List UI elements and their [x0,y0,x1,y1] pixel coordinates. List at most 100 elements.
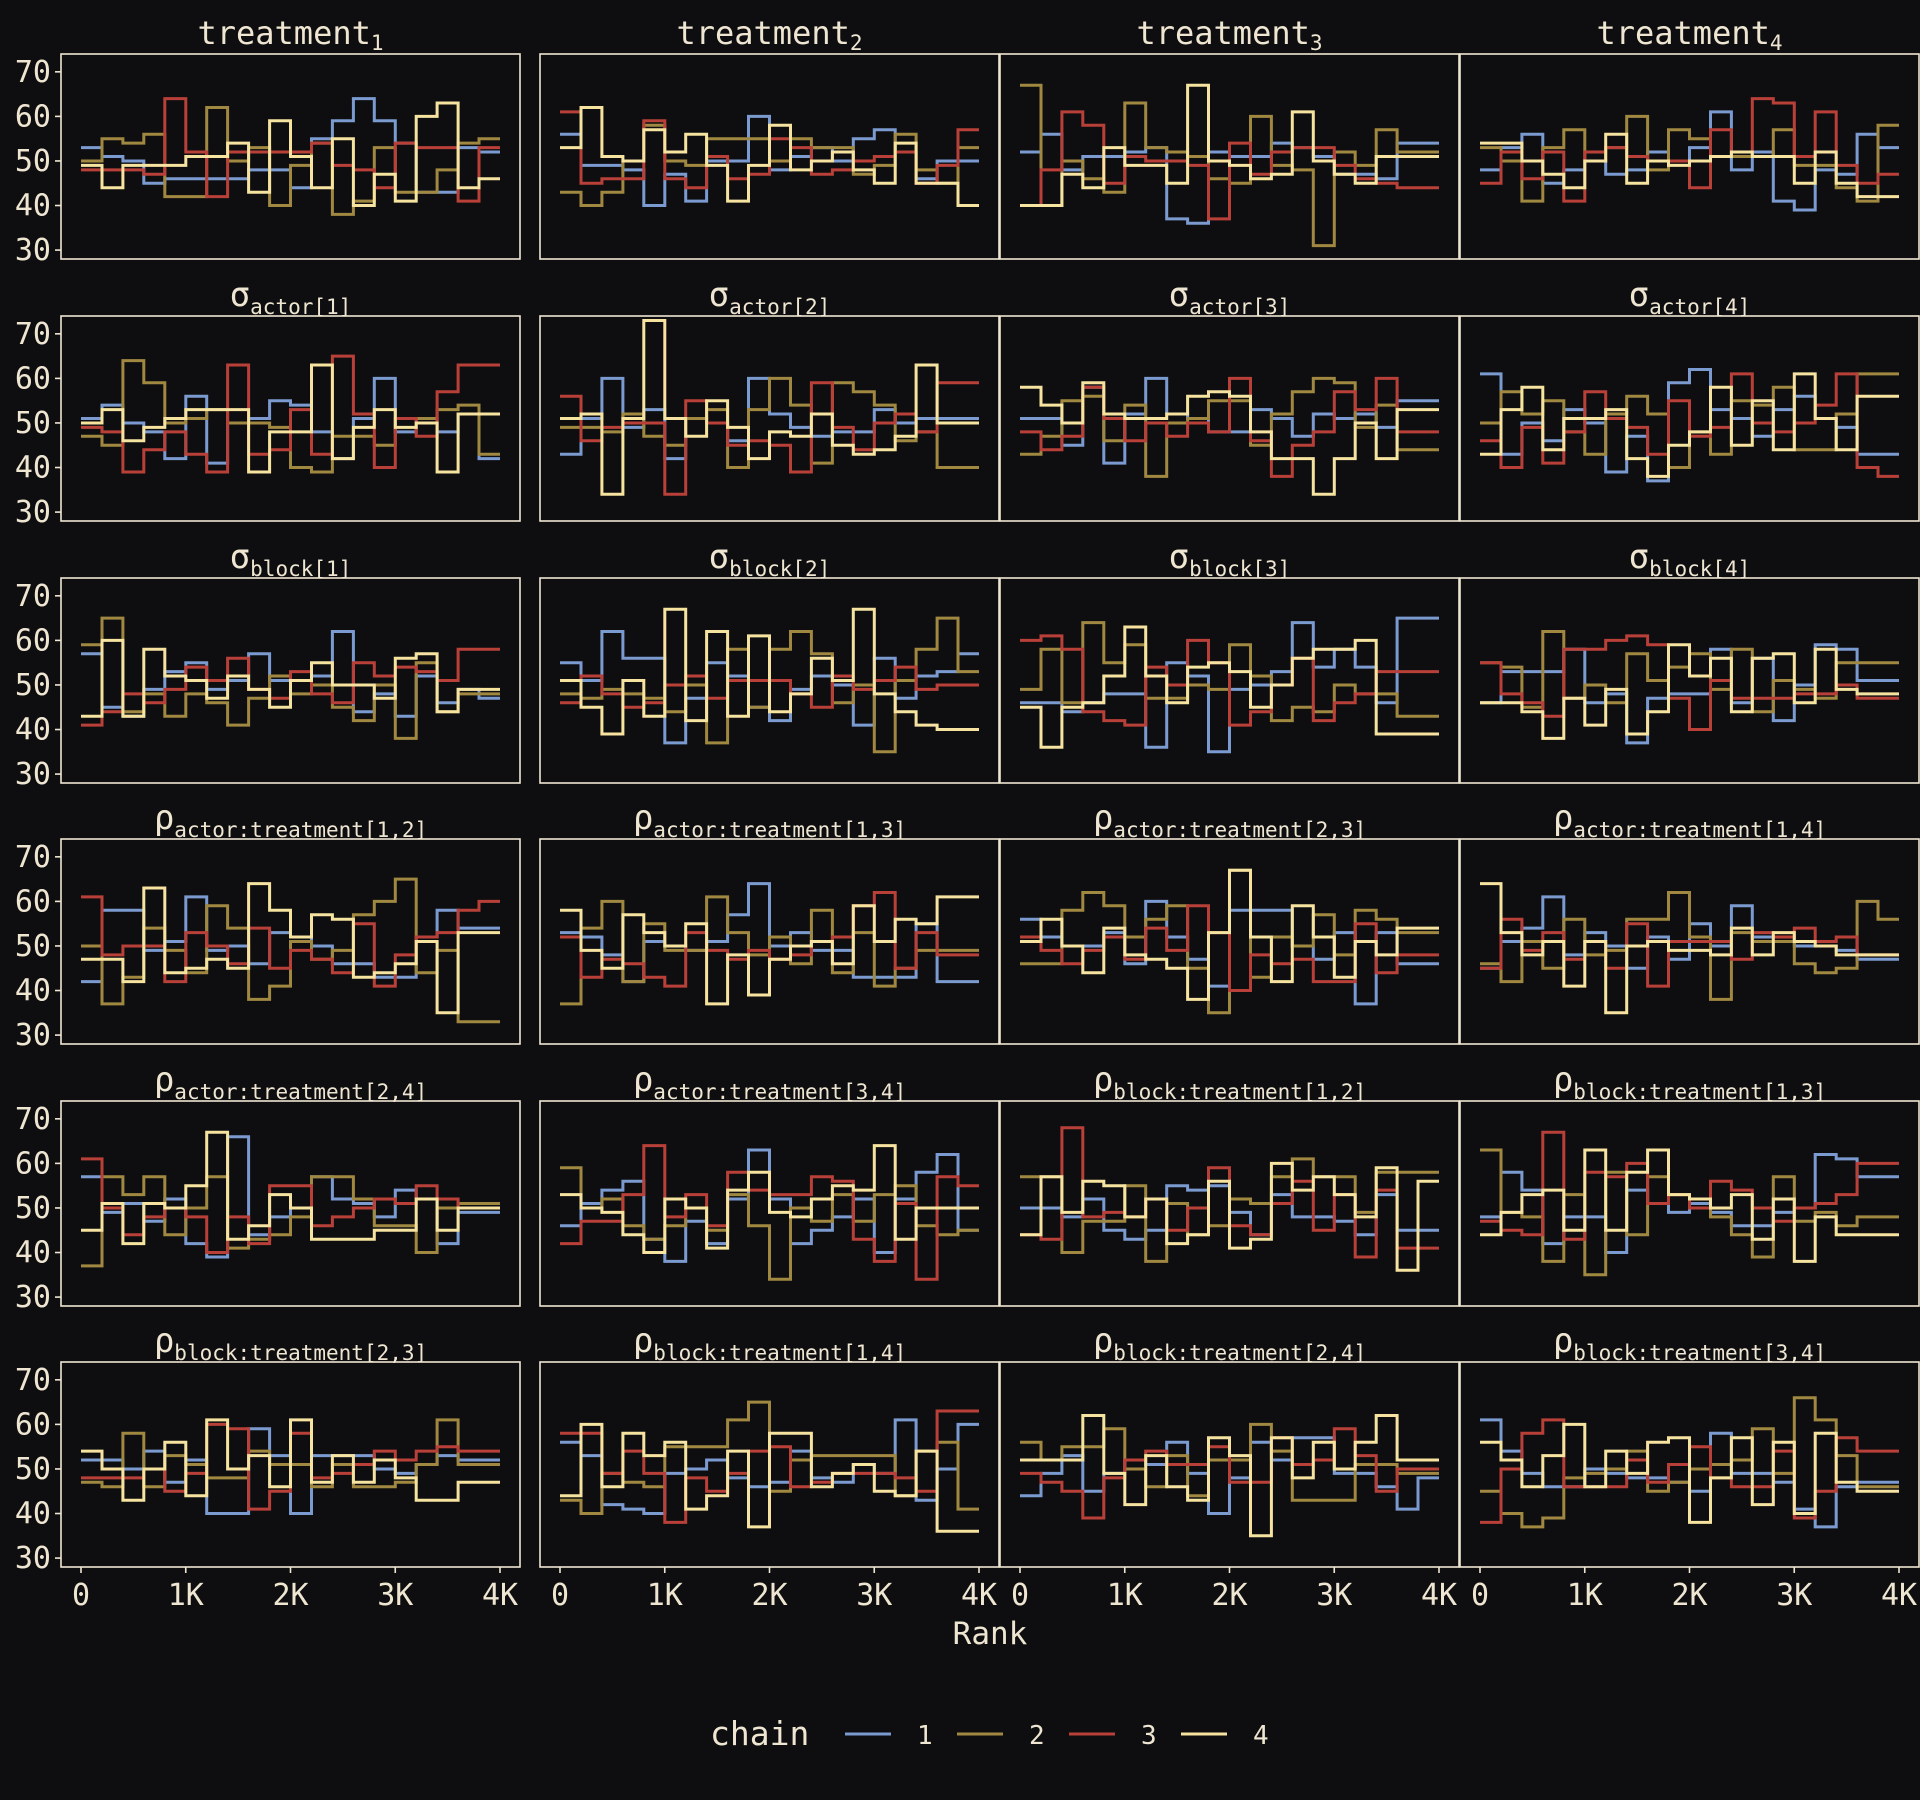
panel-title-subscript: block[2] [729,557,830,581]
y-tick-label: 50 [15,929,51,964]
series-group [81,354,500,474]
legend: chain 1 2 3 4 [710,1714,1269,1753]
x-tick-label: 0 [1011,1578,1029,1613]
series-chain-2 [81,106,500,216]
panel-frame [60,838,521,1045]
series-chain-4 [560,1422,979,1533]
panel-title: ρactor:treatment[1,3] [633,798,906,842]
panel-title-subscript: actor[4] [1649,295,1750,319]
series-chain-1 [1020,899,1439,1006]
series-chain-4 [1020,868,1439,1001]
series-group [81,1130,500,1268]
panel-title: σactor[4] [1629,275,1751,319]
panel-title: ρblock:treatment[2,4] [1093,1321,1366,1365]
panel-title-subscript: block:treatment[3,4] [1573,1341,1826,1365]
series-group [1020,83,1439,248]
series-chain-2 [1020,376,1439,478]
panel-frame [539,315,1000,522]
y-tick-label: 40 [15,974,51,1009]
panel-title-base: ρ [1093,798,1113,838]
panel-title-subscript: block[3] [1189,557,1290,581]
series-chain-4 [1020,83,1439,207]
panel-frame [1459,1100,1920,1307]
series-group [560,1144,979,1281]
legend-label: 3 [1141,1721,1157,1751]
panel-frame [999,53,1460,260]
panel-title-base: ρ [1553,1060,1573,1100]
series-chain-3 [81,354,500,474]
series-group [560,1400,979,1533]
series-group [560,607,979,754]
panel-4: treatment4 [1459,14,1920,260]
panel-title: treatment4 [1596,14,1782,55]
panel-title-subscript: actor:treatment[2,4] [174,1080,427,1104]
panel-frame [539,53,1000,260]
panel-title-base: σ [1169,537,1189,577]
series-chain-3 [81,1157,500,1254]
y-tick-label: 50 [15,668,51,703]
panel-16: ρactor:treatment[1,4] [1459,798,1920,1045]
x-tick-label: 4K [1421,1578,1457,1613]
legend-label: 4 [1253,1721,1269,1751]
x-tick-label: 2K [751,1578,787,1613]
panel-title-base: σ [1169,275,1189,315]
panel-title-subscript: actor[3] [1189,295,1290,319]
panel-13: ρactor:treatment[1,2] 30 40 50 60 70 [15,798,521,1053]
series-group [560,106,979,207]
series-chain-4 [1480,1148,1899,1263]
y-tick-label: 50 [15,1191,51,1226]
panel-title: treatment1 [197,14,383,55]
panel-1: treatment1 30 40 50 60 70 [15,14,521,268]
y-tick-label: 60 [15,884,51,919]
panel-frame [60,577,521,784]
panel-title: ρactor:treatment[1,2] [154,798,427,842]
panel-15: ρactor:treatment[2,3] [999,798,1460,1045]
series-chain-4 [560,319,979,496]
panel-title-subscript: 1 [371,31,384,55]
series-chain-2 [1480,372,1899,469]
series-chain-4 [1020,381,1439,496]
panel-title: ρactor:treatment[2,3] [1093,798,1366,842]
y-tick-label: 70 [15,579,51,614]
legend-item-1: 1 [845,1721,933,1751]
panel-title: treatment2 [676,14,862,55]
y-tick-label: 60 [15,361,51,396]
panel-title-base: treatment [1596,14,1769,52]
series-chain-4 [81,363,500,474]
series-chain-1 [1480,110,1899,212]
legend-item-2: 2 [957,1721,1045,1751]
x-tick-label: 0 [1471,1578,1489,1613]
series-chain-3 [1020,1126,1439,1259]
series-chain-4 [81,638,500,718]
y-tick-label: 40 [15,451,51,486]
panel-title-base: ρ [1553,798,1573,838]
series-chain-4 [81,1130,500,1246]
panel-title-base: σ [709,275,729,315]
series-chain-3 [81,97,500,203]
panel-title-subscript: block:treatment[1,3] [1573,1080,1826,1104]
panel-frame [60,315,521,522]
legend-item-3: 3 [1069,1721,1157,1751]
panel-14: ρactor:treatment[1,3] [539,798,1000,1045]
y-tick-label: 70 [15,55,51,90]
x-tick-label: 0 [72,1578,90,1613]
series-group [1480,630,1899,745]
series-chain-1 [1020,132,1439,225]
y-tick-label: 30 [15,1018,51,1053]
y-tick-label: 60 [15,99,51,134]
panel-title-subscript: actor[2] [729,295,830,319]
panel-title-subscript: block[1] [250,557,351,581]
panel-24: ρblock:treatment[3,4] 0 1K 2K 3K 4K [1459,1321,1920,1613]
panel-title-base: ρ [1553,1321,1573,1361]
panel-title: σblock[1] [230,537,352,581]
panel-19: ρblock:treatment[1,2] [999,1060,1460,1307]
series-group [81,616,500,740]
series-chain-4 [1480,372,1899,478]
series-group [1480,368,1899,483]
panel-3: treatment3 [999,14,1460,260]
panel-title-subscript: block:treatment[2,4] [1113,1341,1366,1365]
y-tick-label: 30 [15,233,51,268]
panel-frame [999,577,1460,784]
panel-18: ρactor:treatment[3,4] [539,1060,1000,1307]
panel-title-subscript: 3 [1310,31,1323,55]
